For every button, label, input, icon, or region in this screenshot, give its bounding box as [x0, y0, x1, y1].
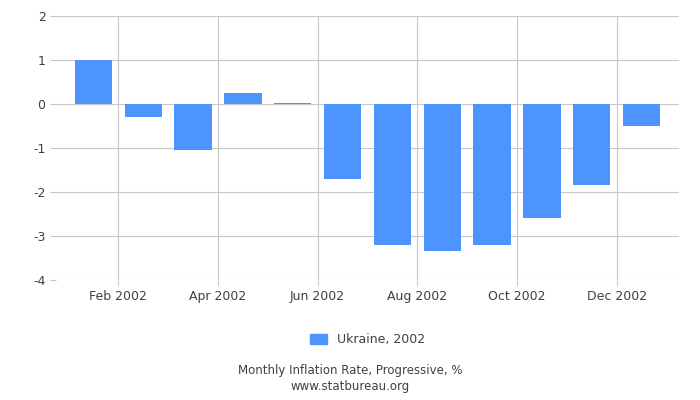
Text: www.statbureau.org: www.statbureau.org — [290, 380, 410, 393]
Text: Monthly Inflation Rate, Progressive, %: Monthly Inflation Rate, Progressive, % — [238, 364, 462, 377]
Bar — [424, 104, 461, 252]
Bar — [174, 104, 211, 150]
Bar — [573, 104, 610, 186]
Bar — [125, 104, 162, 117]
Legend: Ukraine, 2002: Ukraine, 2002 — [304, 328, 430, 352]
Bar — [374, 104, 411, 245]
Bar — [224, 93, 262, 104]
Bar — [524, 104, 561, 218]
Bar — [623, 104, 660, 126]
Bar — [75, 60, 112, 104]
Bar — [324, 104, 361, 179]
Bar — [274, 103, 312, 104]
Bar — [473, 104, 511, 245]
